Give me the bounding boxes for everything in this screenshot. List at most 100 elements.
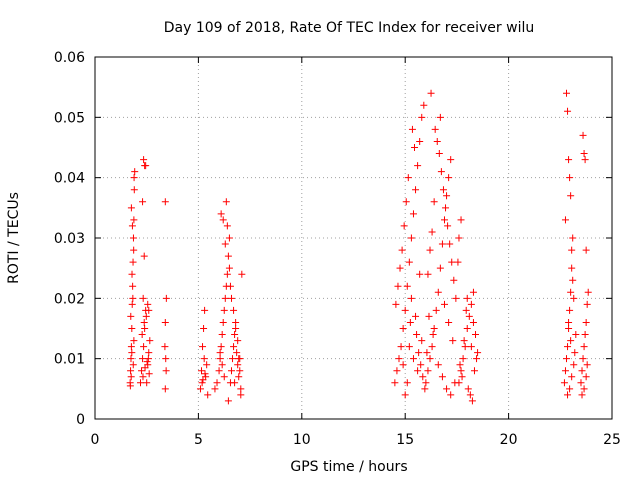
data-point [225,264,233,272]
data-point [436,264,444,272]
data-point [161,385,169,393]
data-point [447,156,455,164]
data-point [394,282,402,290]
data-point [237,391,245,399]
data-point [221,294,229,302]
data-point [409,355,417,363]
data-point [130,186,138,194]
data-point [219,216,227,224]
data-point [127,312,135,320]
data-point [426,246,434,254]
data-point [449,337,457,345]
data-point [227,367,235,375]
data-point [455,234,463,242]
y-tick-label: 0.01 [54,352,85,368]
data-point [578,367,586,375]
data-point [568,246,576,254]
data-point [143,379,151,387]
data-point [140,156,148,164]
data-point [434,288,442,296]
data-point [391,379,399,387]
data-point [567,288,575,296]
data-point [145,306,153,314]
data-point [446,240,454,248]
data-points [126,89,592,405]
data-point [414,367,422,375]
data-point [455,379,463,387]
data-point [142,162,150,170]
data-point [440,216,448,224]
y-tick-label: 0 [76,412,85,428]
x-tick-label: 15 [396,432,414,448]
data-point [428,228,436,236]
data-point [564,107,572,115]
chart-title: Day 109 of 2018, Rate Of TEC Index for r… [164,20,534,36]
data-point [130,337,138,345]
data-point [469,318,477,326]
data-point [403,379,411,387]
data-point [236,367,244,375]
data-point [141,364,149,372]
data-point [127,373,135,381]
data-point [413,331,421,339]
data-point [463,294,471,302]
data-point [162,294,170,302]
data-point [399,361,407,369]
data-point [414,162,422,170]
data-point [412,312,420,320]
x-tick-label: 25 [603,432,621,448]
data-point [579,355,587,363]
data-point [440,300,448,308]
data-point [126,382,134,390]
data-point [127,204,135,212]
data-point [461,343,469,351]
data-point [233,349,241,357]
data-point [572,331,580,339]
data-point [577,379,585,387]
data-point [462,306,470,314]
data-point [566,174,574,182]
data-point [128,222,136,230]
data-point [420,101,428,109]
y-tick-label: 0.04 [54,171,85,187]
data-point [430,198,438,206]
data-point [470,367,478,375]
data-point [143,358,151,366]
data-point [578,391,586,399]
data-point [221,240,229,248]
data-point [130,246,138,254]
data-point [226,282,234,290]
data-point [427,89,435,97]
data-point [443,192,451,200]
data-point [472,331,480,339]
data-point [401,391,409,399]
data-point [458,373,466,381]
data-point [129,234,137,242]
data-point [403,282,411,290]
data-point [196,385,204,393]
data-point [129,294,137,302]
data-point [433,137,441,145]
data-point [140,252,148,260]
x-tick-label: 20 [500,432,518,448]
data-point [399,325,407,332]
data-point [448,258,456,266]
data-point [223,222,231,230]
data-point [213,379,221,387]
data-point [231,379,239,387]
data-point [139,198,147,206]
data-point [429,331,437,339]
data-point [223,270,231,278]
data-point [235,373,243,381]
data-point [162,355,170,363]
data-point [563,355,571,363]
data-point [127,343,135,351]
data-point [224,397,232,405]
data-point [436,113,444,121]
data-point [144,300,152,308]
data-point [566,385,574,393]
data-point [237,385,245,393]
data-point [139,294,147,302]
x-tick-label: 5 [194,432,203,448]
data-point [445,174,453,182]
